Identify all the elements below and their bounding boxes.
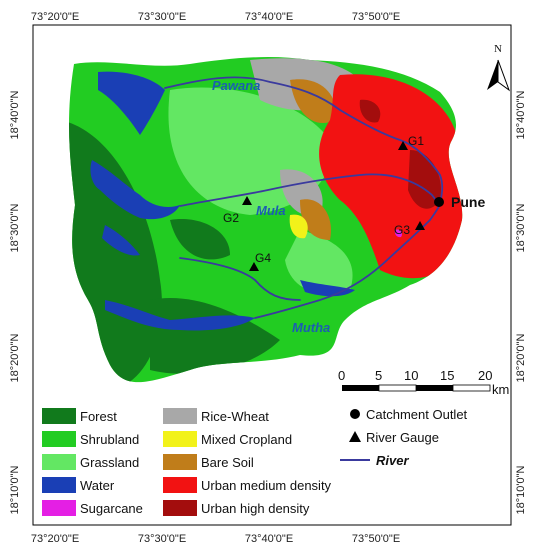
grassland-region-2 xyxy=(285,230,353,294)
sugarcane-region xyxy=(394,229,403,238)
left-tick-label: 18°20'0"N xyxy=(9,333,21,382)
legend-label-urban_medium: Urban medium density xyxy=(201,478,332,493)
legend-label-water: Water xyxy=(80,478,115,493)
gauge-g3-marker xyxy=(415,221,425,230)
right-tick-label: 18°20'0"N xyxy=(515,333,527,382)
legend-swatch-mixed_cropland xyxy=(163,431,197,447)
scale-tick-20: 20 xyxy=(478,368,492,383)
legend-label-urban_high: Urban high density xyxy=(201,501,310,516)
mixed-cropland-region xyxy=(289,214,308,239)
mulshi-reservoir-arm xyxy=(102,225,140,256)
legend-label-sugarcane: Sugarcane xyxy=(80,501,143,516)
rivers xyxy=(164,76,444,319)
bottom-tick-label: 73°50'0"E xyxy=(352,533,400,545)
legend-label-grassland: Grassland xyxy=(80,455,139,470)
label-g3: G3 xyxy=(394,223,410,237)
top-tick-label: 73°40'0"E xyxy=(245,11,293,23)
legend-swatch-water xyxy=(42,477,76,493)
water-bodies xyxy=(90,71,355,331)
right-tick-label: 18°40'0"N xyxy=(515,90,527,139)
legend-circle-icon xyxy=(350,409,360,419)
label-mula: Mula xyxy=(256,203,286,218)
label-g2: G2 xyxy=(223,211,239,225)
legend-triangle-icon xyxy=(349,431,361,442)
scale-tick-15: 15 xyxy=(440,368,454,383)
gauge-g2-marker xyxy=(242,196,252,205)
forest-region-3 xyxy=(170,219,230,260)
legend-symbol-label-0: Catchment Outlet xyxy=(366,407,468,422)
legend-symbol-label-1: River Gauge xyxy=(366,430,439,445)
label-g1: G1 xyxy=(408,134,424,148)
legend-swatch-forest xyxy=(42,408,76,424)
legend-swatch-urban_medium xyxy=(163,477,197,493)
right-tick-label: 18°30'0"N xyxy=(515,203,527,252)
legend-swatch-shrubland xyxy=(42,431,76,447)
scale-bar: 0 5 10 15 20 km xyxy=(338,368,509,397)
legend-symbol-label-2: River xyxy=(376,453,409,468)
label-pawana: Pawana xyxy=(212,78,260,93)
scale-unit: km xyxy=(492,382,509,397)
legend-swatch-rice_wheat xyxy=(163,408,197,424)
scale-tick-0: 0 xyxy=(338,368,345,383)
legend-label-rice_wheat: Rice-Wheat xyxy=(201,409,269,424)
legend-label-bare_soil: Bare Soil xyxy=(201,455,254,470)
bare-soil-region-2 xyxy=(300,199,331,240)
gauge-g1-marker xyxy=(398,141,408,150)
bottom-tick-label: 73°20'0"E xyxy=(31,533,79,545)
legend-swatch-grassland xyxy=(42,454,76,470)
label-g4: G4 xyxy=(255,251,271,265)
mulshi-reservoir xyxy=(90,160,180,220)
legend-swatch-bare_soil xyxy=(163,454,197,470)
legend-label-mixed_cropland: Mixed Cropland xyxy=(201,432,292,447)
top-tick-label: 73°20'0"E xyxy=(31,11,79,23)
left-tick-label: 18°30'0"N xyxy=(9,203,21,252)
scale-tick-10: 10 xyxy=(404,368,418,383)
urban-high-region-2 xyxy=(359,99,381,123)
left-tick-label: 18°40'0"N xyxy=(9,90,21,139)
legend: Forest Shrubland Grassland Water Sugarcane Ri… xyxy=(42,407,468,516)
label-mutha: Mutha xyxy=(292,320,330,335)
scale-seg-4 xyxy=(452,384,491,392)
label-pune: Pune xyxy=(451,194,485,210)
map-symbols xyxy=(242,141,444,271)
legend-label-shrubland: Shrubland xyxy=(80,432,139,447)
coordinate-ticks: 73°20'0"E 73°30'0"E 73°40'0"E 73°50'0"E 73°2… xyxy=(9,11,527,545)
scale-seg-1 xyxy=(342,385,379,391)
scale-seg-2 xyxy=(378,384,417,392)
north-label: N xyxy=(494,43,502,55)
north-arrow-icon: N xyxy=(487,43,511,92)
mutha-tributary xyxy=(179,257,301,301)
top-tick-label: 73°50'0"E xyxy=(352,11,400,23)
legend-label-forest: Forest xyxy=(80,409,117,424)
forest-region-2 xyxy=(150,298,280,374)
left-tick-label: 18°10'0"N xyxy=(9,465,21,514)
pawana-reservoir xyxy=(98,71,165,135)
legend-swatch-urban_high xyxy=(163,500,197,516)
mutha-river xyxy=(254,204,441,319)
scale-tick-5: 5 xyxy=(375,368,382,383)
legend-swatch-sugarcane xyxy=(42,500,76,516)
gauge-g4-marker xyxy=(249,262,259,271)
right-tick-label: 18°10'0"N xyxy=(515,465,527,514)
top-tick-label: 73°30'0"E xyxy=(138,11,186,23)
pawana-river xyxy=(164,76,444,206)
mula-river xyxy=(179,173,441,207)
bottom-tick-label: 73°30'0"E xyxy=(138,533,186,545)
bottom-tick-label: 73°40'0"E xyxy=(245,533,293,545)
temghar-reservoir xyxy=(105,300,255,331)
scale-seg-3 xyxy=(416,385,453,391)
catchment-outlet-marker xyxy=(434,197,444,207)
